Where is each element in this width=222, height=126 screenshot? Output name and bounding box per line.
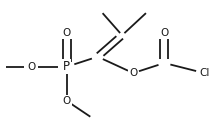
Text: O: O xyxy=(27,62,35,72)
Text: O: O xyxy=(62,96,71,106)
Text: O: O xyxy=(160,28,168,38)
Text: O: O xyxy=(62,28,71,38)
Text: Cl: Cl xyxy=(199,68,209,78)
Text: P: P xyxy=(63,60,70,73)
Text: O: O xyxy=(129,68,137,78)
